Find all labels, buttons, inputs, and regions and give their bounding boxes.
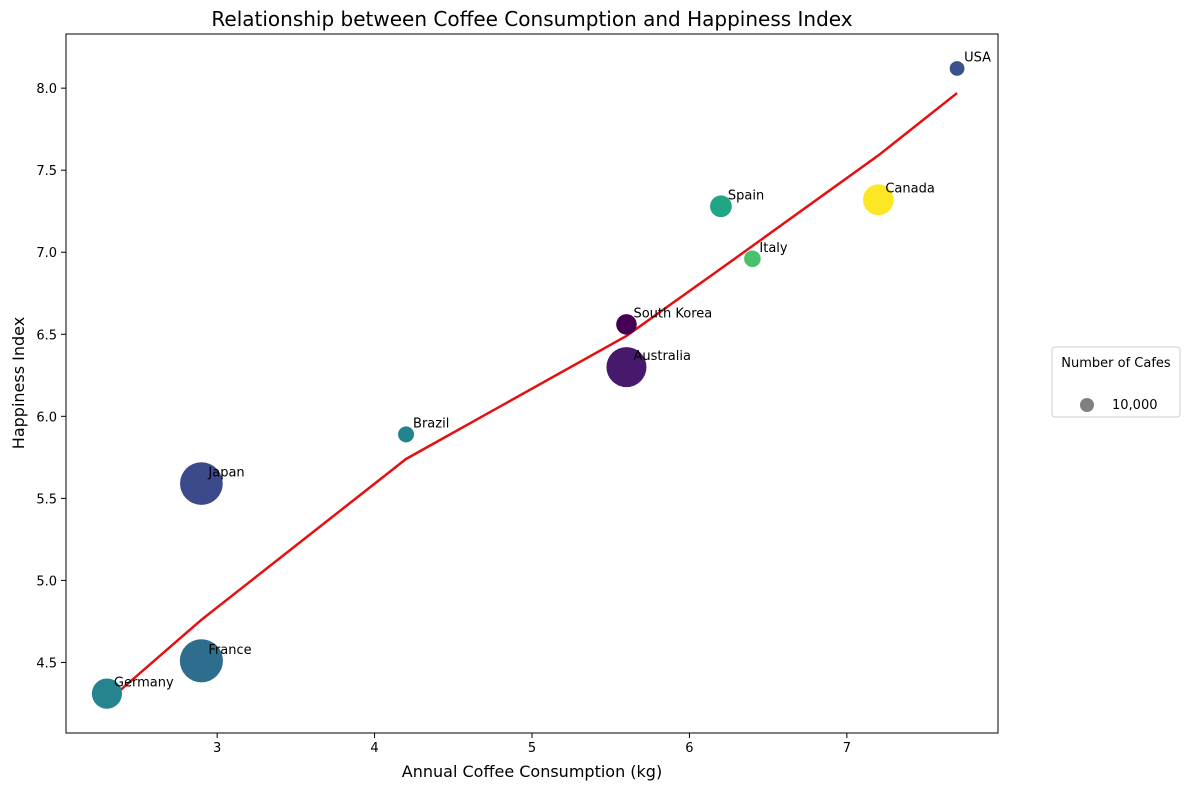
point-label: Australia <box>633 349 691 364</box>
y-axis-label: Happiness Index <box>9 317 28 449</box>
data-point <box>398 426 415 443</box>
x-axis-label: Annual Coffee Consumption (kg) <box>402 762 662 781</box>
y-tick-label: 5.5 <box>36 492 57 507</box>
point-label: South Korea <box>633 306 712 321</box>
y-tick-label: 7.5 <box>36 164 57 179</box>
point-labels: USA Spain Canada Italy South Korea Australia B… <box>114 50 991 690</box>
data-point <box>180 462 223 505</box>
data-point <box>616 314 637 335</box>
point-label: Italy <box>759 241 788 256</box>
legend-entry-label: 10,000 <box>1112 398 1158 413</box>
trend-line-group <box>106 92 958 703</box>
y-axis: 4.5 5.0 5.5 6.0 6.5 7.0 7.5 8.0 <box>36 82 66 671</box>
data-point <box>179 639 223 683</box>
data-point <box>862 184 894 216</box>
y-tick-label: 6.0 <box>36 410 57 425</box>
data-point <box>744 250 761 268</box>
legend-marker <box>1080 398 1094 412</box>
point-label: France <box>208 643 251 658</box>
x-tick-label: 7 <box>843 741 851 756</box>
legend-title: Number of Cafes <box>1061 356 1171 371</box>
point-label: Canada <box>885 182 934 197</box>
trend-line <box>106 92 958 703</box>
data-point <box>91 678 123 709</box>
data-points <box>91 61 965 709</box>
point-label: Germany <box>114 676 174 691</box>
x-axis: 3 4 5 6 7 <box>213 733 851 756</box>
data-point <box>606 347 647 388</box>
point-label: Spain <box>728 188 764 203</box>
data-point <box>710 195 732 218</box>
data-point <box>949 61 965 76</box>
point-label: USA <box>964 50 991 65</box>
x-tick-label: 6 <box>685 741 693 756</box>
y-tick-label: 6.5 <box>36 328 57 343</box>
plot-frame <box>65 33 999 734</box>
x-tick-label: 5 <box>528 741 536 756</box>
point-label: Japan <box>207 466 244 481</box>
y-tick-label: 5.0 <box>36 574 57 589</box>
x-tick-label: 3 <box>213 741 221 756</box>
legend: Number of Cafes 10,000 <box>1051 346 1181 418</box>
x-tick-label: 4 <box>370 741 378 756</box>
y-tick-label: 4.5 <box>36 656 57 671</box>
y-tick-label: 8.0 <box>36 82 57 97</box>
point-label: Brazil <box>413 416 449 431</box>
chart-title: Relationship between Coffee Consumption … <box>211 7 852 31</box>
y-tick-label: 7.0 <box>36 246 57 261</box>
